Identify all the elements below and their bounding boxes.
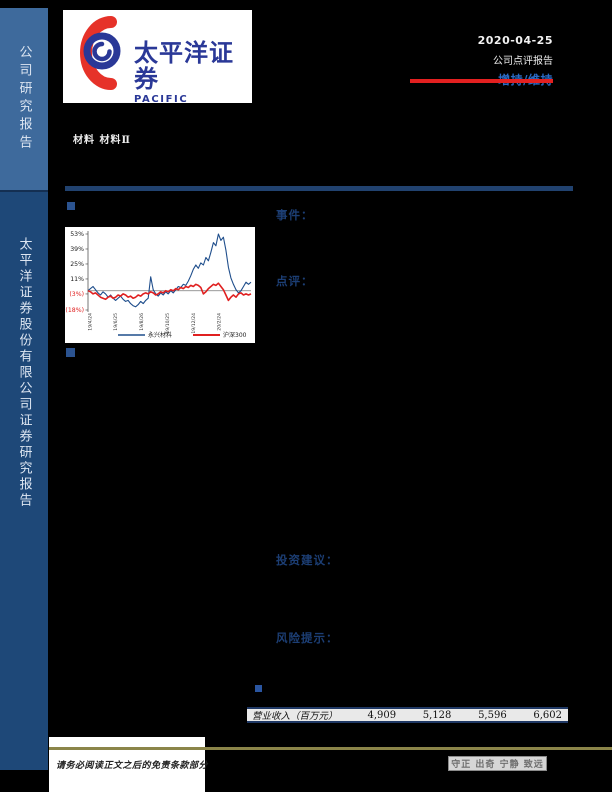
section-bullet-icon bbox=[67, 202, 75, 210]
svg-text:39%: 39% bbox=[70, 246, 84, 253]
logo-chinese-name: 太平洋证券 bbox=[134, 39, 234, 93]
svg-text:(18%): (18%) bbox=[65, 307, 84, 314]
svg-text:53%: 53% bbox=[70, 231, 84, 238]
revenue-value-2021e: 5,596 bbox=[478, 709, 507, 721]
svg-text:11%: 11% bbox=[70, 276, 84, 283]
sidebar-report-type: 公司研究报告 bbox=[0, 8, 48, 190]
header-divider bbox=[65, 186, 573, 191]
svg-text:20/2/24: 20/2/24 bbox=[216, 313, 222, 331]
stock-performance-chart: 53% 39% 25% 11% (3%) (18%) 19/4/24 19/6/25 19/8/… bbox=[65, 227, 255, 343]
svg-text:19/8/26: 19/8/26 bbox=[139, 313, 145, 331]
revenue-value-2020e: 5,128 bbox=[422, 709, 452, 721]
sidebar-top-label: 公司研究报告 bbox=[16, 45, 32, 153]
relative-performance-line-chart: 53% 39% 25% 11% (3%) (18%) 19/4/24 19/6/25 19/8/… bbox=[65, 231, 252, 339]
logo-english-name: PACIFIC SECURITIES bbox=[134, 94, 189, 103]
footer-panel bbox=[49, 737, 205, 792]
company-motto: 守正 出奇 宁静 致远 bbox=[448, 756, 547, 771]
sector-breadcrumb: 材料 材料Ⅱ bbox=[73, 135, 131, 146]
svg-text:19/10/25: 19/10/25 bbox=[165, 313, 171, 334]
company-logo: 太平洋证券 PACIFIC SECURITIES bbox=[63, 10, 252, 103]
rating-underline bbox=[410, 79, 553, 83]
section-bullet-icon bbox=[66, 348, 75, 357]
svg-text:沪深300: 沪深300 bbox=[223, 331, 247, 339]
section-heading-advice: 投资建议： bbox=[276, 553, 339, 567]
sidebar-bottom-label: 太平洋证券股份有限公司证券研究报告 bbox=[16, 237, 32, 509]
svg-text:25%: 25% bbox=[70, 261, 84, 268]
svg-text:19/4/24: 19/4/24 bbox=[88, 313, 94, 331]
svg-text:(3%): (3%) bbox=[69, 291, 84, 298]
svg-text:19/6/25: 19/6/25 bbox=[113, 313, 119, 331]
footer-gold-rule bbox=[49, 747, 612, 750]
section-heading-risk: 风险提示： bbox=[276, 631, 339, 645]
section-heading-comment: 点评： bbox=[276, 274, 314, 288]
sidebar-company-strip: 太平洋证券股份有限公司证券研究报告 bbox=[0, 190, 48, 770]
disclaimer-text: 请务必阅读正文之后的免责条款部分 bbox=[56, 761, 209, 771]
report-date: 2020-04-25 bbox=[477, 34, 553, 47]
revenue-table-row: 营业收入（百万元） 4,909 5,128 5,596 6,602 bbox=[247, 707, 568, 723]
svg-text:19/12/24: 19/12/24 bbox=[191, 313, 197, 334]
revenue-value-2019: 4,909 bbox=[367, 709, 397, 721]
section-heading-event: 事件： bbox=[276, 208, 314, 222]
pacific-securities-logo-icon bbox=[80, 16, 121, 90]
section-bullet-icon bbox=[255, 685, 262, 692]
logo-wordmark: 太平洋证券 PACIFIC SECURITIES bbox=[134, 40, 252, 103]
report-type: 公司点评报告 bbox=[493, 56, 553, 67]
svg-text:永兴材料: 永兴材料 bbox=[148, 331, 172, 339]
revenue-value-2022e: 6,602 bbox=[533, 709, 562, 721]
revenue-row-label: 营业收入（百万元） bbox=[252, 711, 338, 722]
